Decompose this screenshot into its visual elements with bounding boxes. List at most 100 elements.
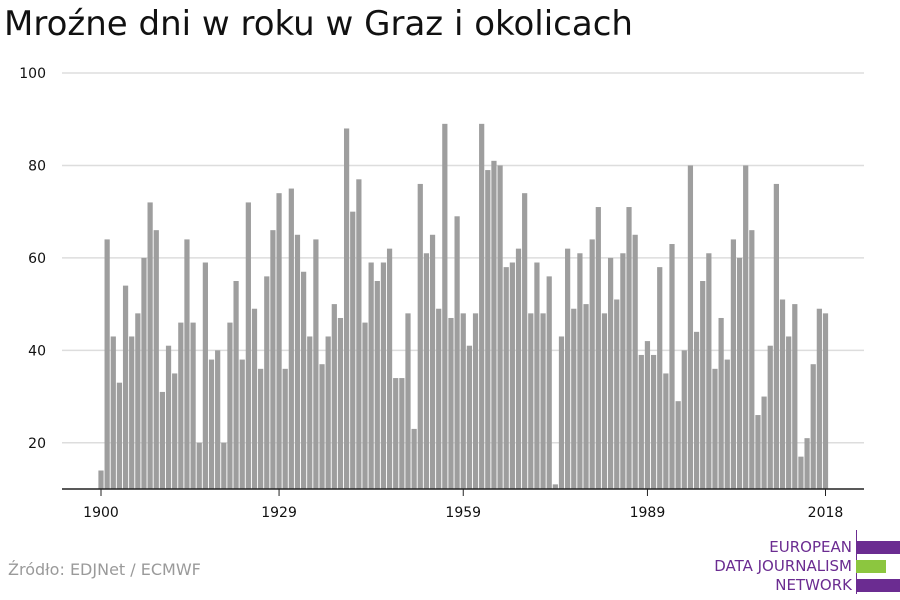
bar-2002 bbox=[724, 359, 730, 489]
bar-1900 bbox=[98, 470, 104, 489]
bar-1902 bbox=[110, 336, 116, 489]
bar-1971 bbox=[534, 262, 540, 489]
bar-1947 bbox=[386, 248, 393, 489]
bar-1905 bbox=[129, 336, 135, 489]
bar-1978 bbox=[577, 253, 583, 489]
y-axis-tick-labels: 20 40 60 80 100 bbox=[19, 66, 46, 452]
bar-1992 bbox=[663, 373, 669, 489]
bar-1972 bbox=[540, 313, 546, 489]
bar-1943 bbox=[362, 322, 368, 489]
bar-1915 bbox=[190, 322, 196, 489]
bar-1948 bbox=[393, 378, 399, 489]
bar-1997 bbox=[693, 331, 700, 489]
bar-1991 bbox=[657, 267, 663, 489]
bar-1987 bbox=[632, 234, 638, 489]
bars bbox=[98, 123, 829, 490]
bar-1911 bbox=[165, 345, 172, 489]
y-tick-label-100: 100 bbox=[19, 66, 46, 82]
bar-1946 bbox=[380, 262, 387, 489]
x-tick-label-2018: 2018 bbox=[808, 505, 844, 521]
bar-1980 bbox=[589, 239, 595, 489]
bar-1999 bbox=[706, 253, 712, 489]
bar-1904 bbox=[122, 285, 129, 489]
bar-1959 bbox=[460, 313, 466, 489]
bar-1901 bbox=[104, 239, 110, 489]
bar-1990 bbox=[650, 354, 657, 489]
bar-1953 bbox=[423, 253, 430, 489]
x-tick-label-1900: 1900 bbox=[83, 505, 119, 521]
bar-1996 bbox=[687, 165, 694, 489]
bar-1963 bbox=[485, 170, 491, 490]
bar-1954 bbox=[429, 234, 436, 489]
bar-1960 bbox=[466, 345, 472, 489]
bar-2012 bbox=[786, 336, 792, 489]
bar-2016 bbox=[810, 364, 816, 489]
bar-1995 bbox=[681, 350, 687, 489]
bar-1903 bbox=[116, 382, 123, 489]
bar-1969 bbox=[522, 193, 528, 489]
bar-1937 bbox=[325, 336, 331, 489]
bar-1977 bbox=[571, 308, 577, 489]
bar-1921 bbox=[227, 322, 233, 489]
bar-1938 bbox=[331, 304, 337, 489]
x-tick-label-1989: 1989 bbox=[630, 505, 666, 521]
bar-1916 bbox=[196, 442, 202, 489]
bar-1984 bbox=[614, 299, 620, 489]
bar-1967 bbox=[509, 262, 515, 489]
bar-2000 bbox=[712, 368, 718, 489]
bar-1940 bbox=[343, 128, 350, 489]
bar-1919 bbox=[215, 350, 221, 489]
bar-1973 bbox=[546, 276, 552, 489]
bar-1961 bbox=[472, 313, 479, 489]
bar-1925 bbox=[251, 308, 258, 489]
bar-2008 bbox=[761, 396, 767, 489]
bar-2015 bbox=[804, 438, 810, 489]
bar-1933 bbox=[301, 271, 307, 489]
bar-2006 bbox=[749, 230, 755, 489]
logo-line-2: DATA JOURNALISM bbox=[714, 557, 852, 575]
bar-1918 bbox=[208, 359, 215, 489]
bar-1907 bbox=[141, 257, 147, 489]
bar-1931 bbox=[288, 188, 294, 490]
bar-1941 bbox=[350, 211, 356, 489]
bar-1982 bbox=[601, 313, 608, 489]
bar-1974 bbox=[552, 484, 558, 489]
bar-1910 bbox=[159, 391, 166, 489]
bar-1928 bbox=[270, 230, 276, 489]
bar-2010 bbox=[773, 183, 779, 489]
bar-1909 bbox=[153, 230, 159, 489]
bar-1951 bbox=[411, 428, 417, 489]
edjnet-logo: EUROPEAN DATA JOURNALISM NETWORK bbox=[700, 530, 900, 594]
bar-2018 bbox=[822, 313, 829, 489]
bar-1950 bbox=[405, 313, 411, 489]
bar-1958 bbox=[454, 216, 460, 490]
bar-1975 bbox=[558, 336, 565, 489]
y-tick-label-40: 40 bbox=[28, 343, 46, 359]
bar-1939 bbox=[337, 317, 344, 489]
bar-1912 bbox=[172, 373, 178, 489]
bar-1956 bbox=[442, 123, 448, 489]
bar-2013 bbox=[792, 304, 798, 489]
x-tick-label-1929: 1929 bbox=[261, 505, 297, 521]
bar-1923 bbox=[239, 359, 245, 489]
bar-1930 bbox=[282, 368, 288, 489]
bar-1932 bbox=[294, 234, 301, 489]
bar-2009 bbox=[767, 345, 773, 489]
bar-1942 bbox=[356, 179, 362, 490]
bar-1998 bbox=[700, 281, 706, 489]
bar-1922 bbox=[233, 281, 239, 489]
bar-1924 bbox=[245, 202, 251, 489]
bar-1936 bbox=[319, 364, 325, 489]
bar-1970 bbox=[528, 313, 534, 489]
y-tick-label-80: 80 bbox=[28, 158, 46, 174]
bar-1934 bbox=[307, 336, 313, 489]
bar-2001 bbox=[718, 317, 724, 489]
x-tick-label-1959: 1959 bbox=[445, 505, 481, 521]
bar-2003 bbox=[730, 239, 737, 489]
bar-1957 bbox=[448, 317, 454, 489]
bar-1917 bbox=[202, 262, 208, 489]
bar-1908 bbox=[147, 202, 153, 489]
bar-1926 bbox=[258, 368, 264, 489]
bar-1920 bbox=[221, 442, 227, 489]
